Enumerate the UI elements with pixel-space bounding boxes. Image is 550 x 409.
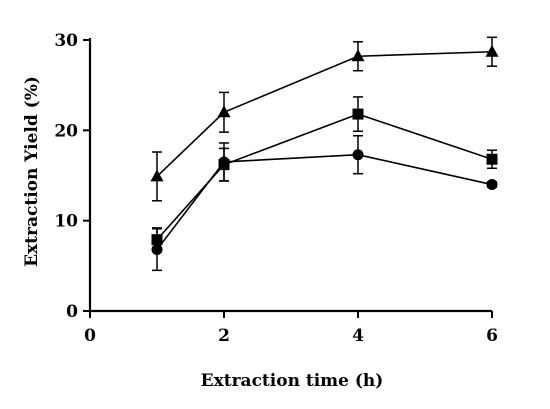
x-tick-label: 4 [352,326,364,346]
tick-labels: 0 10 20 30 0 2 4 6 [54,31,498,346]
y-axis-title: Extraction Yield (%) [22,76,42,267]
data-point-triangle [150,169,164,182]
tick-marks [83,39,493,318]
y-tick-label: 10 [54,212,78,232]
data-point-triangle [485,44,499,57]
x-axis-title: Extraction time (h) [201,371,384,391]
data-point-circle [352,149,364,161]
y-tick-label: 20 [54,121,78,141]
x-tick-label: 0 [84,326,96,346]
y-tick-label: 0 [66,302,78,322]
axes [88,38,492,313]
series-line [156,50,493,177]
data-point-triangle [217,105,231,118]
series-line [156,153,493,251]
data-point-circle [486,179,498,191]
series-line [156,113,493,241]
data-point-square [486,153,498,165]
x-tick-label: 2 [218,326,230,346]
y-tick-label: 30 [54,31,78,51]
series-triangle [150,36,499,202]
data-point-square [352,108,364,120]
data-point-circle [151,244,163,256]
data-point-circle [218,156,230,168]
data-point-triangle [351,49,365,62]
x-tick-label: 6 [486,326,498,346]
series-circle [151,135,498,272]
data-series [150,36,499,272]
